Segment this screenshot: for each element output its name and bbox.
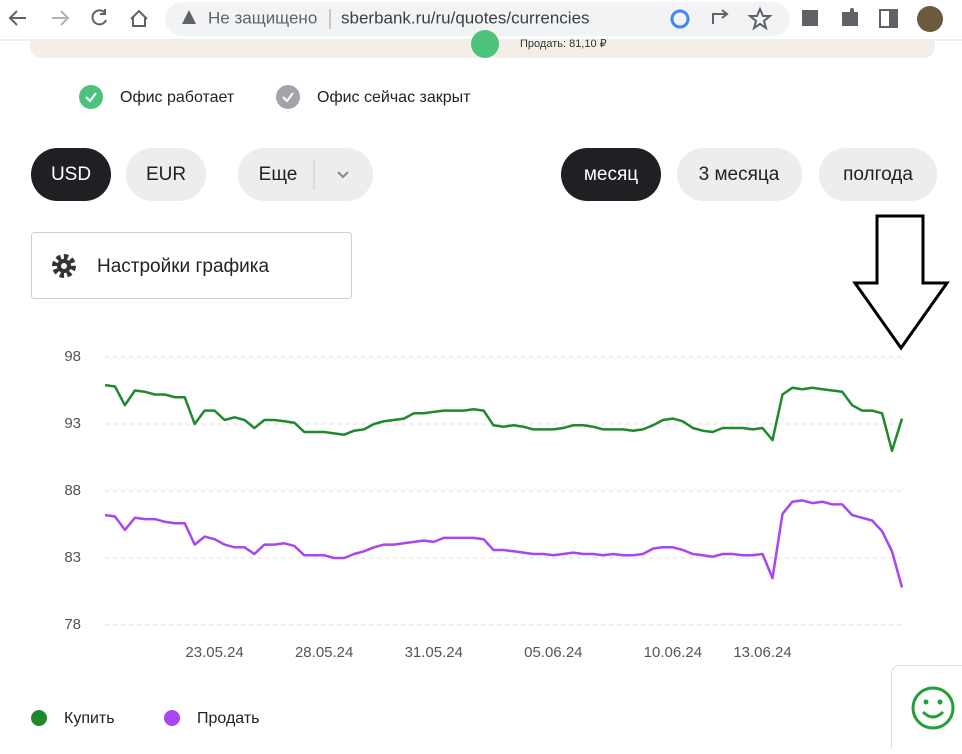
- legend-marker: [31, 710, 47, 726]
- eur-label: EUR: [146, 164, 186, 185]
- x-tick-label: 23.05.24: [185, 644, 243, 661]
- smiley-eye: [924, 700, 929, 705]
- office-open-icon: [79, 85, 103, 109]
- y-tick-label: 98: [64, 348, 81, 365]
- y-tick-label: 93: [64, 415, 81, 432]
- profile-avatar[interactable]: [917, 6, 943, 32]
- office-closed-icon: [276, 85, 300, 109]
- x-tick-label: 28.05.24: [295, 644, 353, 661]
- office-closed-label: Офис сейчас закрыт: [317, 89, 471, 106]
- smiley-eye: [938, 700, 943, 705]
- x-tick-label: 31.05.24: [405, 644, 463, 661]
- three-months-label: 3 месяца: [699, 164, 780, 185]
- security-label: Не защищено: [208, 8, 317, 27]
- office-marker[interactable]: [471, 30, 499, 58]
- legend-marker: [164, 710, 180, 726]
- line-series: [105, 385, 902, 451]
- legend-label: Продать: [197, 710, 260, 727]
- extension-icon[interactable]: [802, 10, 818, 26]
- y-tick-label: 78: [64, 616, 81, 633]
- y-tick-label: 88: [64, 482, 81, 499]
- side-panel-fill: [889, 10, 897, 27]
- x-tick-label: 13.06.24: [733, 644, 791, 661]
- chart: 78 83 88 93 98 23.05.24 28.05.24 31.05.24 05.06.…: [31, 348, 902, 727]
- usd-label: USD: [51, 164, 91, 185]
- url: sberbank.ru/ru/quotes/currencies: [341, 8, 590, 27]
- legend-label: Купить: [64, 710, 115, 727]
- map-sell-label: Продать: 81,10 ₽: [520, 38, 607, 50]
- settings-label: Настройки графика: [97, 256, 269, 277]
- gear-hole: [61, 263, 67, 269]
- x-tick-label: 10.06.24: [644, 644, 702, 661]
- annotation-arrow: [855, 216, 947, 348]
- y-tick-label: 83: [64, 549, 81, 566]
- feedback-widget[interactable]: [892, 666, 962, 750]
- x-tick-label: 05.06.24: [524, 644, 582, 661]
- line-series: [105, 500, 902, 587]
- more-label: Еще: [259, 164, 298, 185]
- office-open-label: Офис работает: [120, 89, 235, 106]
- month-label: месяц: [584, 164, 638, 185]
- half-year-label: полгода: [843, 164, 913, 185]
